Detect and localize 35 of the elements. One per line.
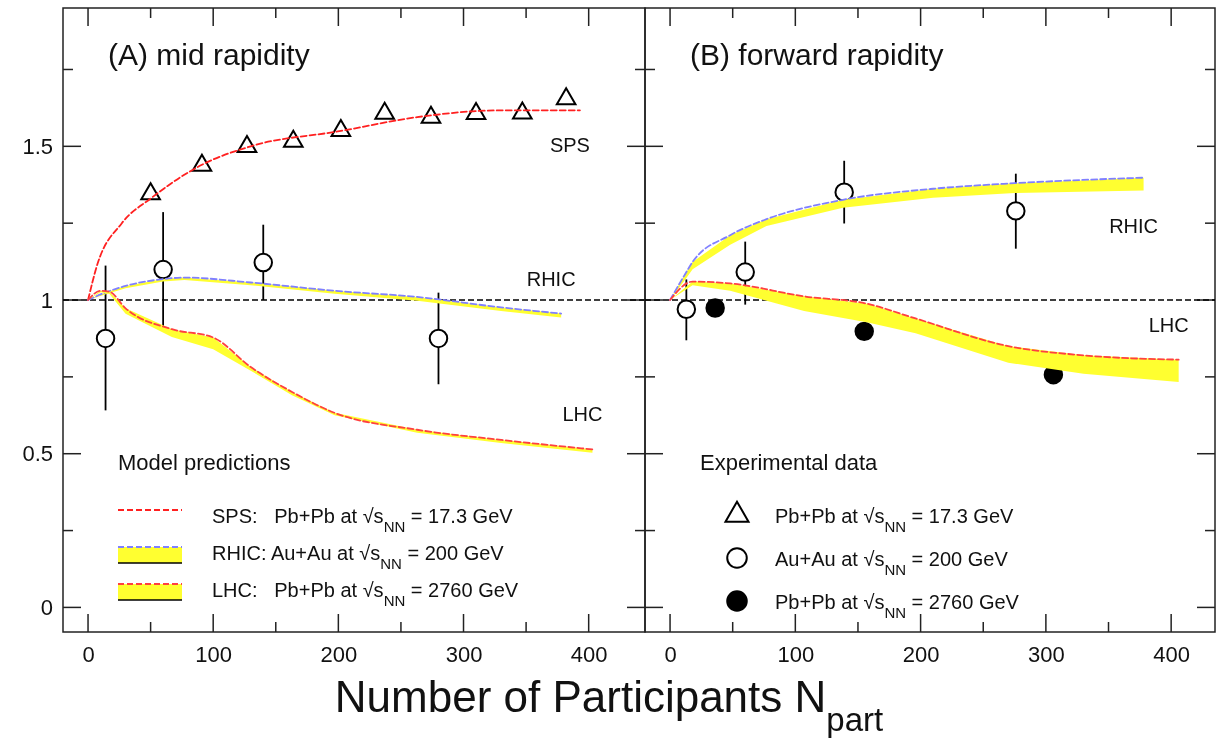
legend-title: Experimental data xyxy=(700,450,879,475)
x-axis-title: Number of Participants N$_{part}$ xyxy=(334,672,884,738)
x-tick-label: 100 xyxy=(195,641,233,667)
y-tick-label: 0.5 xyxy=(22,441,53,467)
y-tick-label: 1 xyxy=(40,287,53,313)
point xyxy=(1006,201,1026,221)
x-tick-label: 200 xyxy=(902,641,940,667)
annotation: RHIC xyxy=(526,267,576,290)
x-tick-label: 100 xyxy=(777,641,815,667)
point xyxy=(705,298,725,318)
x-tick-label: 0 xyxy=(82,641,95,667)
point xyxy=(854,321,874,342)
y-tick-label: 1.5 xyxy=(22,133,53,159)
point xyxy=(676,299,697,319)
text: (A) mid rapidity xyxy=(108,38,310,71)
text: (B) forward rapidity xyxy=(690,38,944,71)
point xyxy=(735,262,755,282)
annotation: LHC xyxy=(562,403,603,426)
x-tick-label: 0 xyxy=(664,641,677,667)
y-tick-label: 0 xyxy=(40,594,53,620)
x-tick-label: 300 xyxy=(1028,641,1065,667)
legend-label: RHIC: Au+Au at √s$_{NN}$ = 200 GeV xyxy=(212,542,505,572)
legend-label: LHC: Pb+Pb at √s$_{NN}$ = 2760 GeV xyxy=(212,579,519,609)
legend-label: Au+Au at √s$_{NN}$ = 200 GeV xyxy=(775,548,1009,578)
annotation: LHC xyxy=(1148,313,1189,336)
x-tick-label: 400 xyxy=(570,641,608,667)
x-tick-label: 200 xyxy=(320,641,358,667)
x-tick-label: 300 xyxy=(445,641,483,667)
legend-label: Pb+Pb at √s$_{NN}$ = 2760 GeV xyxy=(775,591,1020,621)
annotation: SPS xyxy=(549,134,590,157)
legend-title: Model predictions xyxy=(118,450,291,475)
legend-label: SPS: Pb+Pb at √s$_{NN}$ = 17.3 GeV xyxy=(212,505,514,535)
legend-label: Pb+Pb at √s$_{NN}$ = 17.3 GeV xyxy=(775,505,1014,535)
x-tick-label: 400 xyxy=(1153,641,1191,667)
annotation: RHIC xyxy=(1109,214,1159,237)
